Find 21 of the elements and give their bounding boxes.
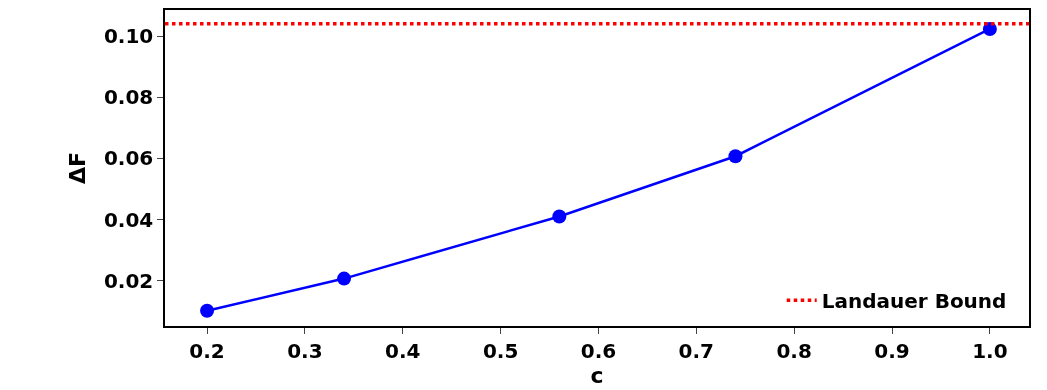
point [200, 303, 215, 318]
point [337, 271, 352, 286]
y-tick-label: 0.06 [103, 146, 154, 171]
legend-label: Landauer Bound [821, 288, 1007, 313]
y-tick-label: 0.04 [103, 207, 154, 232]
x-tick-label: 0.6 [580, 338, 617, 363]
x-tick-label: 0.7 [678, 338, 715, 363]
x-tick-label: 0.2 [189, 338, 225, 363]
x-tick-label: 0.8 [776, 338, 812, 363]
x-tick-label: 0.5 [482, 338, 519, 363]
x-tick-label: 0.4 [385, 338, 421, 363]
x-tick-label: 0.9 [874, 338, 910, 363]
x-axis-title: c [590, 362, 604, 388]
x-tick-label: 1.0 [972, 338, 1008, 363]
x-tick-label: 0.3 [287, 338, 323, 363]
point [552, 209, 567, 224]
y-axis-title: ΔF [65, 151, 91, 185]
y-tick-label: 0.10 [103, 24, 154, 48]
y-tick-label: 0.02 [103, 268, 154, 293]
point [728, 149, 743, 164]
y-tick-label: 0.08 [103, 85, 154, 110]
